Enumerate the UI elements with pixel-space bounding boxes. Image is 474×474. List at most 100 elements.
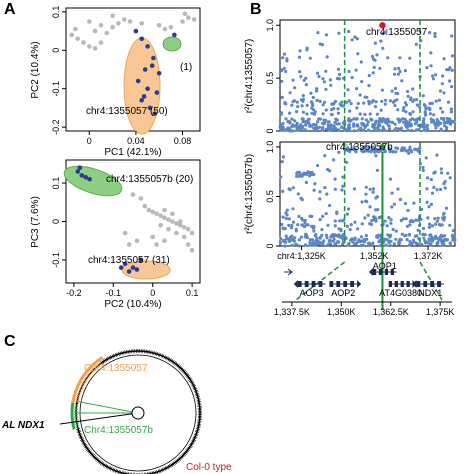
tree-tip-107 — [77, 432, 82, 435]
pca-bottom-point-2-3 — [134, 267, 140, 272]
ld-top-snp-254 — [415, 98, 419, 102]
tree-tip-39 — [169, 464, 172, 468]
ld-top-snp-466 — [404, 110, 408, 114]
pca-top-point-0-8 — [116, 21, 121, 26]
tree-tip-191 — [154, 351, 157, 356]
ld-bottom-focal-label: chr4:1355057b — [326, 142, 393, 153]
ld-bottom-snp-0 — [425, 187, 429, 191]
ld-bottom-snp-89 — [371, 145, 375, 149]
tree-tip-110 — [76, 428, 81, 430]
ld-top-ylabel: r²(chr4:1355057) — [244, 39, 255, 113]
tree-tip-232 — [196, 399, 201, 401]
tree-tip-187 — [148, 350, 150, 355]
pca-top-point-0-3 — [87, 44, 92, 49]
tree-tip-9 — [196, 426, 201, 429]
ld-bottom-snp-260 — [375, 168, 379, 172]
pca-bottom-orange-ellipse — [121, 260, 171, 280]
tree-tip-213 — [183, 371, 187, 375]
ld-bottom-snp-371 — [287, 239, 291, 243]
ld-top-snp-84 — [292, 99, 296, 103]
ld-bottom-snp-217 — [318, 190, 322, 194]
ld-bottom-snp-425 — [424, 156, 428, 160]
ld-top-snp-325 — [308, 56, 312, 60]
ld-bottom-snp-393 — [314, 243, 318, 247]
pca-top-point-0-7 — [110, 24, 115, 30]
ld-top-snp-39 — [402, 120, 406, 124]
tree-tip-227 — [194, 391, 199, 394]
pca-bottom-point-0-6 — [166, 217, 171, 222]
ld-top-snp-177 — [436, 123, 440, 127]
pca-top-orange-ellipse — [123, 37, 161, 135]
ld-top-snp-495 — [347, 99, 351, 103]
ld-bottom-snp-12 — [291, 220, 296, 224]
ld-bottom-snp-335 — [439, 187, 443, 192]
ld-top-snp-395 — [336, 67, 341, 71]
ld-bottom-snp-468 — [328, 239, 332, 243]
panel-letter-c: C — [4, 333, 16, 350]
tree-tip-166 — [114, 353, 117, 358]
tree-tip-188 — [150, 350, 152, 355]
pca-top-green-ellipse — [162, 36, 182, 52]
tree-tip-167 — [116, 352, 119, 357]
ld-bottom-snp-51 — [304, 180, 308, 185]
ld-top-snp-434 — [291, 78, 295, 82]
pca-top-point-0-1 — [75, 36, 80, 42]
ld-top-snp-288 — [399, 128, 403, 132]
ld-top-snp-407 — [442, 91, 446, 95]
tree-tip-55 — [145, 472, 147, 474]
ld-bottom-snp-416 — [313, 234, 317, 238]
ld-bottom-snp-20 — [418, 162, 422, 166]
ld-top-snp-449 — [352, 117, 356, 121]
ld-top-snp-502 — [298, 70, 302, 74]
gene-track-connector-left — [295, 261, 346, 301]
pca-top-point-0-6 — [104, 30, 110, 36]
pca-bottom-point-0-4 — [158, 213, 163, 218]
ld-bottom-snp-378 — [348, 228, 352, 232]
ld-top-snp-72 — [337, 72, 342, 77]
ld-top-snp-227 — [434, 99, 438, 103]
ld-bottom-snp-449 — [327, 242, 331, 246]
ld-bottom-snp-276 — [413, 234, 417, 238]
ld-top-snp-155 — [326, 120, 330, 124]
ld-top-snp-199 — [331, 128, 335, 132]
ld-top-snp-440 — [300, 104, 304, 108]
tree-tip-113 — [75, 423, 80, 425]
ld-top-snp-503 — [411, 110, 415, 114]
tree-tip-13 — [194, 432, 199, 435]
tree-tip-35 — [174, 460, 178, 464]
tree-tip-170 — [121, 351, 123, 356]
tree-tip-233 — [196, 401, 201, 403]
ld-bottom-snp-328 — [312, 188, 316, 192]
ld-top-snp-367 — [330, 113, 334, 117]
ld-bottom-snp-430 — [383, 219, 387, 223]
ld-bottom-snp-272 — [433, 222, 438, 226]
ld-bottom-snp-65 — [421, 226, 425, 231]
ld-top-snp-471 — [350, 76, 354, 80]
ld-bottom-snp-463 — [437, 222, 441, 227]
ld-top-snp-286 — [411, 99, 415, 103]
ld-bottom-ytick-label-2: 1.0 — [265, 141, 275, 154]
ld-bottom-snp-188 — [346, 207, 351, 211]
ld-top-snp-27 — [315, 71, 320, 75]
ld-top-snp-408 — [297, 55, 301, 59]
ld-bottom-snp-368 — [387, 146, 391, 150]
ld-top-focal-marker — [379, 22, 386, 29]
tree-tip-99 — [83, 444, 87, 447]
ld-bottom-snp-352 — [310, 214, 314, 218]
ld-top-snp-299 — [367, 73, 371, 78]
ld-bottom-snp-53 — [400, 232, 404, 236]
ld-top-snp-106 — [418, 105, 422, 109]
ld-bottom-snp-198 — [421, 232, 425, 236]
pca-top-point-1-7 — [145, 86, 150, 91]
ld-bottom-snp-362 — [453, 238, 457, 242]
ld-top-snp-257 — [355, 37, 359, 41]
gene-exon-1-1 — [336, 281, 341, 287]
tree-tip-209 — [179, 366, 183, 370]
tree-tip-175 — [129, 349, 131, 354]
ld-top-snp-432 — [382, 128, 386, 132]
ld-bottom-snp-408 — [404, 233, 408, 237]
gene-exon-4-3 — [437, 281, 441, 287]
tree-tip-29 — [181, 454, 185, 458]
ld-top-snp-196 — [305, 112, 309, 116]
ld-top-snp-89 — [336, 128, 341, 132]
